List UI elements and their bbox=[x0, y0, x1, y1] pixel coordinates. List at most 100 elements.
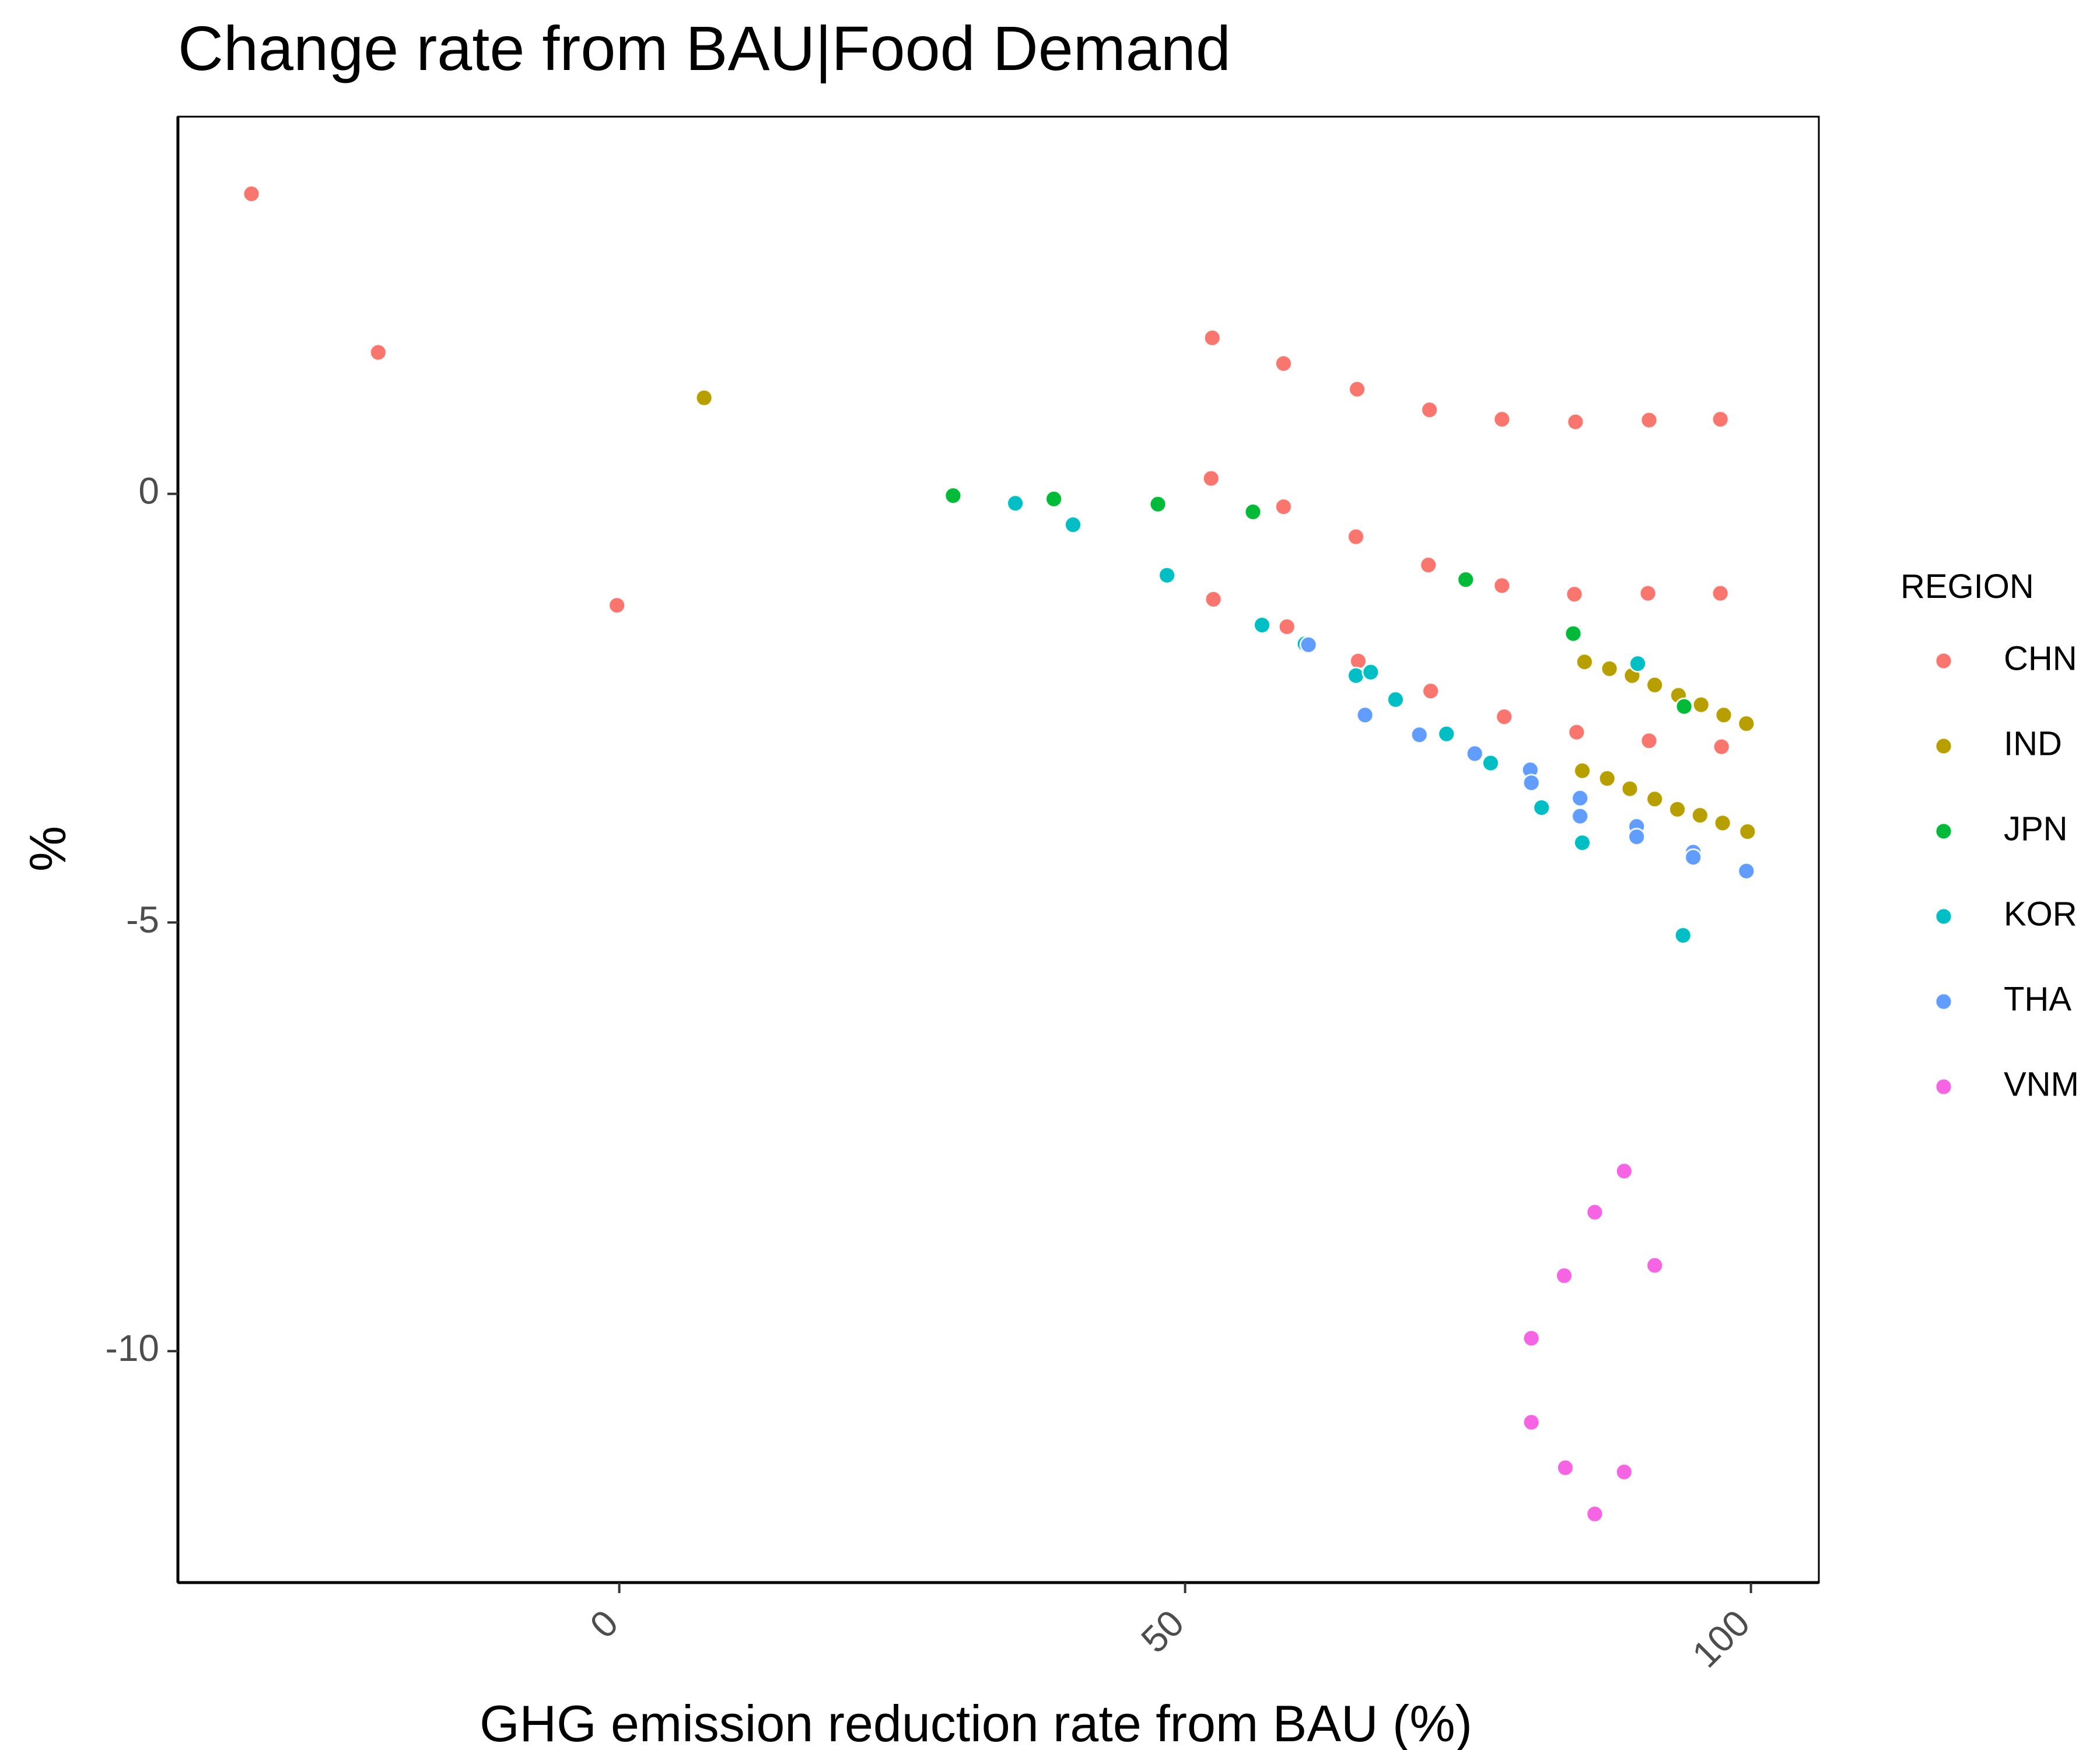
point-chn-9 bbox=[1640, 411, 1658, 429]
point-ind-0 bbox=[695, 388, 713, 407]
point-vnm-5 bbox=[1522, 1413, 1541, 1432]
legend-label-ind: IND bbox=[2004, 724, 2062, 762]
point-chn-22 bbox=[1422, 682, 1440, 701]
point-kor-5 bbox=[1347, 666, 1365, 685]
point-vnm-0 bbox=[1522, 1329, 1541, 1348]
point-ind-7 bbox=[1714, 706, 1733, 724]
x-tick-label-100: 100 bbox=[1684, 1602, 1758, 1675]
point-jpn-6 bbox=[1675, 697, 1693, 716]
point-chn-20 bbox=[1278, 617, 1296, 636]
point-chn-15 bbox=[1493, 576, 1511, 595]
x-axis-title: GHG emission reduction rate from BAU (%) bbox=[480, 1695, 1472, 1750]
point-chn-11 bbox=[1202, 469, 1220, 488]
plot-panel bbox=[177, 116, 1820, 1584]
legend-items: CHN IND JPN KOR THA VNM bbox=[1934, 639, 2079, 1103]
point-ind-10 bbox=[1598, 769, 1616, 788]
point-jpn-1 bbox=[1045, 489, 1063, 508]
point-tha-1 bbox=[1356, 706, 1374, 724]
y-tick-label--5: -5 bbox=[126, 898, 159, 940]
point-jpn-4 bbox=[1457, 570, 1475, 589]
point-kor-7 bbox=[1386, 690, 1405, 709]
point-kor-1 bbox=[1064, 516, 1082, 534]
point-kor-9 bbox=[1481, 754, 1500, 772]
point-tha-12 bbox=[1737, 862, 1756, 880]
point-vnm-7 bbox=[1615, 1462, 1633, 1481]
legend-key-kor bbox=[1934, 907, 1953, 926]
point-ind-16 bbox=[1738, 822, 1757, 841]
point-jpn-0 bbox=[944, 487, 963, 505]
point-chn-4 bbox=[1274, 354, 1293, 373]
point-tha-9 bbox=[1628, 828, 1646, 846]
point-chn-2 bbox=[608, 596, 626, 615]
legend-label-chn: CHN bbox=[2004, 639, 2077, 677]
point-tha-7 bbox=[1571, 807, 1590, 825]
point-chn-14 bbox=[1419, 556, 1438, 575]
point-chn-26 bbox=[1712, 737, 1731, 756]
point-chn-10 bbox=[1711, 410, 1730, 429]
point-chn-5 bbox=[1348, 380, 1366, 398]
axes: 0 50 100 0 -5 -10 bbox=[106, 117, 1819, 1675]
point-kor-6 bbox=[1362, 663, 1380, 681]
point-ind-11 bbox=[1620, 779, 1639, 798]
point-jpn-3 bbox=[1244, 503, 1262, 521]
point-tha-3 bbox=[1465, 744, 1484, 763]
point-kor-12 bbox=[1629, 654, 1647, 673]
point-chn-8 bbox=[1566, 412, 1585, 431]
point-kor-0 bbox=[1006, 494, 1025, 513]
point-chn-3 bbox=[1203, 328, 1222, 347]
point-chn-6 bbox=[1420, 401, 1439, 419]
legend-key-vnm bbox=[1934, 1077, 1953, 1096]
point-chn-17 bbox=[1639, 584, 1657, 603]
x-tick-label-50: 50 bbox=[1133, 1602, 1192, 1661]
point-ind-8 bbox=[1737, 715, 1756, 733]
point-jpn-2 bbox=[1149, 495, 1167, 513]
point-kor-11 bbox=[1573, 834, 1591, 852]
point-chn-0 bbox=[242, 184, 261, 203]
point-tha-6 bbox=[1571, 789, 1590, 807]
point-ind-14 bbox=[1690, 806, 1709, 825]
point-kor-2 bbox=[1158, 566, 1177, 584]
legend-label-vnm: VNM bbox=[2004, 1065, 2079, 1103]
point-vnm-1 bbox=[1555, 1266, 1573, 1285]
y-tick-label-0: 0 bbox=[138, 470, 159, 512]
point-kor-13 bbox=[1674, 926, 1692, 944]
chart-title: Change rate from BAU|Food Demand bbox=[178, 13, 1231, 83]
legend-key-ind bbox=[1934, 737, 1953, 755]
point-chn-12 bbox=[1274, 498, 1293, 516]
point-ind-15 bbox=[1713, 814, 1732, 832]
point-chn-7 bbox=[1493, 410, 1511, 429]
point-tha-5 bbox=[1522, 774, 1541, 792]
point-vnm-8 bbox=[1586, 1504, 1604, 1523]
y-tick-label--10: -10 bbox=[106, 1327, 160, 1369]
point-ind-2 bbox=[1600, 659, 1619, 678]
point-tha-11 bbox=[1684, 848, 1703, 867]
point-ind-12 bbox=[1646, 790, 1664, 808]
point-kor-8 bbox=[1437, 724, 1456, 743]
x-tick-label-0: 0 bbox=[582, 1602, 626, 1646]
legend-title: REGION bbox=[1901, 568, 2034, 606]
point-chn-24 bbox=[1567, 723, 1586, 741]
point-ind-4 bbox=[1646, 676, 1664, 694]
y-axis-title: % bbox=[19, 826, 76, 872]
legend-key-chn bbox=[1934, 652, 1953, 670]
point-chn-1 bbox=[369, 343, 387, 362]
legend-label-jpn: JPN bbox=[2004, 810, 2068, 848]
point-chn-13 bbox=[1347, 527, 1365, 546]
point-vnm-2 bbox=[1586, 1203, 1604, 1222]
point-ind-6 bbox=[1692, 695, 1710, 714]
point-ind-9 bbox=[1573, 761, 1591, 780]
point-vnm-3 bbox=[1615, 1162, 1633, 1181]
legend-label-tha: THA bbox=[2004, 980, 2071, 1018]
legend-key-jpn bbox=[1934, 822, 1953, 841]
panel-border bbox=[177, 116, 1820, 1584]
legend-key-tha bbox=[1934, 992, 1953, 1011]
legend: REGION CHN IND JPN KOR THA VNM bbox=[1901, 568, 2079, 1103]
point-kor-10 bbox=[1532, 799, 1551, 817]
point-ind-1 bbox=[1575, 653, 1594, 671]
point-vnm-4 bbox=[1646, 1256, 1664, 1275]
point-ind-13 bbox=[1668, 800, 1686, 818]
point-chn-23 bbox=[1495, 708, 1514, 726]
point-kor-3 bbox=[1253, 616, 1271, 634]
point-chn-16 bbox=[1565, 585, 1584, 604]
